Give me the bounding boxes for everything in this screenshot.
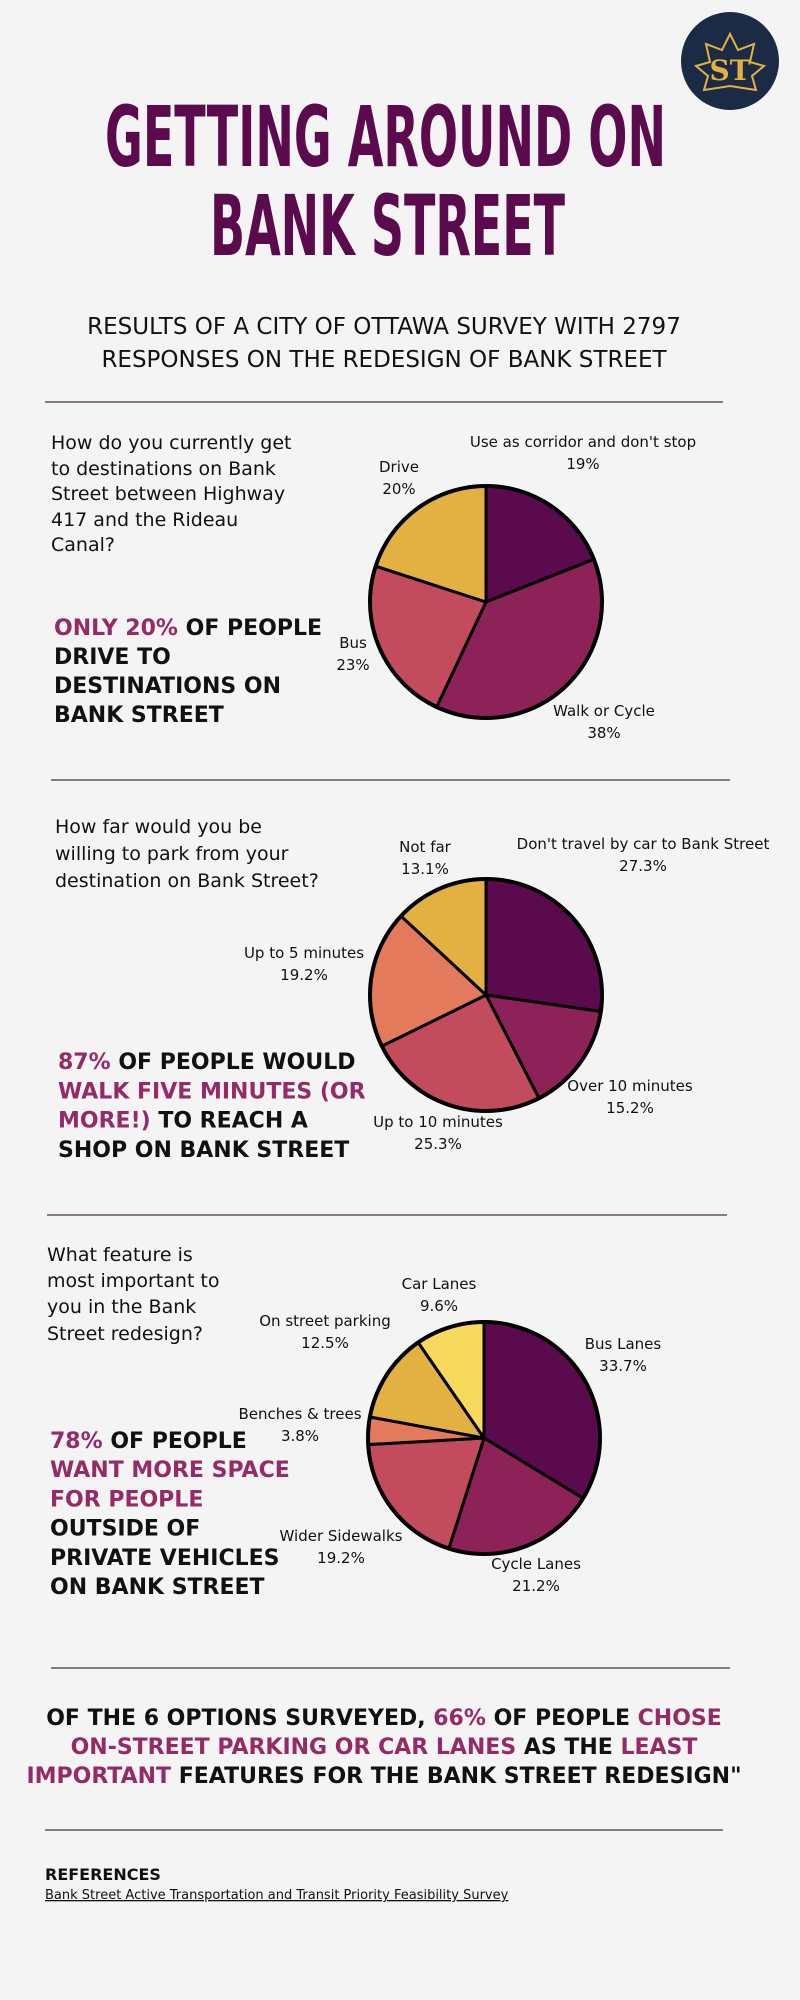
callout-line: OUTSIDE OF	[50, 1517, 200, 1542]
callout-text: FEATURES FOR THE BANK STREET REDESIGN"	[171, 1764, 741, 1789]
callout-line: WANT MORE SPACE	[50, 1458, 290, 1483]
slice-label: Bus	[339, 634, 367, 652]
slice-value-label: 19.2%	[280, 966, 328, 984]
subtitle: RESULTS OF A CITY OF OTTAWA SURVEY WITH …	[87, 314, 681, 340]
accent-text: 87%	[58, 1050, 111, 1075]
accent-text: IMPORTANT	[26, 1764, 171, 1789]
accent-text: ON-STREET PARKING OR CAR LANES	[71, 1735, 517, 1760]
callout-text: AS THE	[516, 1735, 620, 1760]
callout-line: ONLY 20% OF PEOPLE	[54, 616, 322, 641]
callout-line: MORE!) TO REACH A	[58, 1109, 308, 1134]
accent-text: CHOSE	[638, 1706, 722, 1731]
slice-label: Bus Lanes	[585, 1335, 662, 1353]
slice-label: Up to 10 minutes	[373, 1113, 503, 1131]
question: 417 and the Rideau	[51, 509, 238, 531]
slice-label: Walk or Cycle	[553, 702, 655, 720]
callout-line: FOR PEOPLE	[50, 1487, 203, 1512]
pie-outline	[368, 484, 604, 720]
accent-text: 78%	[50, 1429, 103, 1454]
callout-text: OUTSIDE OF	[50, 1517, 200, 1542]
question: How far would you be	[55, 816, 262, 838]
question: Canal?	[51, 534, 115, 556]
slice-value-label: 21.2%	[512, 1577, 560, 1595]
slice-label: Benches & trees	[238, 1405, 361, 1423]
accent-text: MORE!)	[58, 1109, 151, 1134]
slice-value-label: 19%	[566, 455, 599, 473]
callout-line: DESTINATIONS ON	[54, 674, 281, 699]
slice-value-label: 12.5%	[301, 1334, 349, 1352]
callout-line: ON-STREET PARKING OR CAR LANES AS THE LE…	[71, 1735, 698, 1760]
slice-value-label: 20%	[382, 480, 415, 498]
callout-text: PRIVATE VEHICLES	[50, 1546, 280, 1571]
question: How do you currently get	[51, 432, 291, 454]
slice-label: Not far	[399, 838, 452, 856]
slice-value-label: 38%	[587, 724, 620, 742]
callout-text: OF THE 6 OPTIONS SURVEYED,	[46, 1706, 433, 1731]
logo-text: ST	[709, 54, 750, 87]
question: What feature is	[47, 1244, 193, 1266]
slice-value-label: 3.8%	[281, 1427, 319, 1445]
title: BANK STREET	[210, 177, 565, 275]
question: willing to park from your	[55, 843, 289, 865]
subtitle: RESPONSES ON THE REDESIGN OF BANK STREET	[101, 347, 667, 373]
references-link[interactable]: Bank Street Active Transportation and Tr…	[45, 1888, 509, 1903]
callout-line: ON BANK STREET	[50, 1575, 265, 1600]
callout-text: TO REACH A	[151, 1109, 308, 1134]
slice-label: Drive	[379, 458, 419, 476]
slice-label: Wider Sidewalks	[280, 1527, 403, 1545]
callout-text: OF PEOPLE	[103, 1429, 247, 1454]
question: most important to	[47, 1270, 220, 1292]
accent-text: FOR PEOPLE	[50, 1487, 203, 1512]
callout-line: DRIVE TO	[54, 645, 171, 670]
title: GETTING AROUND ON	[105, 88, 666, 186]
slice-value-label: 25.3%	[414, 1135, 462, 1153]
slice-label: Car Lanes	[402, 1275, 477, 1293]
slice-value-label: 27.3%	[619, 857, 667, 875]
pie-outline	[366, 1320, 602, 1556]
slice-value-label: 13.1%	[401, 860, 449, 878]
callout-text: OF PEOPLE	[178, 616, 322, 641]
slice-label: Up to 5 minutes	[244, 944, 364, 962]
accent-text: ONLY 20%	[54, 616, 178, 641]
callout-text: BANK STREET	[54, 703, 224, 728]
question: Street between Highway	[51, 483, 285, 505]
question: destination on Bank Street?	[55, 870, 319, 892]
slice-value-label: 33.7%	[599, 1357, 647, 1375]
slice-value-label: 9.6%	[420, 1297, 458, 1315]
logo-leaf	[693, 31, 767, 92]
accent-text: LEAST	[620, 1735, 697, 1760]
slice-label: Over 10 minutes	[567, 1077, 693, 1095]
question: Street redesign?	[47, 1323, 203, 1345]
question: you in the Bank	[47, 1296, 196, 1318]
pie-outline	[368, 877, 604, 1113]
slice-value-label: 19.2%	[317, 1549, 365, 1567]
question: to destinations on Bank	[51, 458, 276, 480]
slice-value-label: 15.2%	[606, 1099, 654, 1117]
callout-line: 87% OF PEOPLE WOULD	[58, 1050, 356, 1075]
accent-text: WALK FIVE MINUTES (OR	[58, 1079, 366, 1104]
slice-label: On street parking	[259, 1312, 390, 1330]
callout-line: WALK FIVE MINUTES (OR	[58, 1079, 366, 1104]
slice-value-label: 23%	[336, 656, 369, 674]
accent-text: WANT MORE SPACE	[50, 1458, 290, 1483]
callout-text: OF PEOPLE WOULD	[111, 1050, 356, 1075]
callout-text: DESTINATIONS ON	[54, 674, 281, 699]
callout-text: OF PEOPLE	[486, 1706, 638, 1731]
slice-label: Cycle Lanes	[491, 1555, 581, 1573]
accent-text: 66%	[433, 1706, 486, 1731]
callout-text: ON BANK STREET	[50, 1575, 265, 1600]
callout-line: 78% OF PEOPLE	[50, 1429, 247, 1454]
callout-text: SHOP ON BANK STREET	[58, 1138, 349, 1163]
callout-line: SHOP ON BANK STREET	[58, 1138, 349, 1163]
slice-label: Use as corridor and don't stop	[470, 433, 696, 451]
slice-label: Don't travel by car to Bank Street	[517, 835, 770, 853]
references-heading: REFERENCES	[45, 1865, 161, 1884]
callout-line: BANK STREET	[54, 703, 224, 728]
callout-line: IMPORTANT FEATURES FOR THE BANK STREET R…	[26, 1764, 741, 1789]
callout-line: PRIVATE VEHICLES	[50, 1546, 280, 1571]
callout-text: DRIVE TO	[54, 645, 171, 670]
callout-line: OF THE 6 OPTIONS SURVEYED, 66% OF PEOPLE…	[46, 1706, 722, 1731]
